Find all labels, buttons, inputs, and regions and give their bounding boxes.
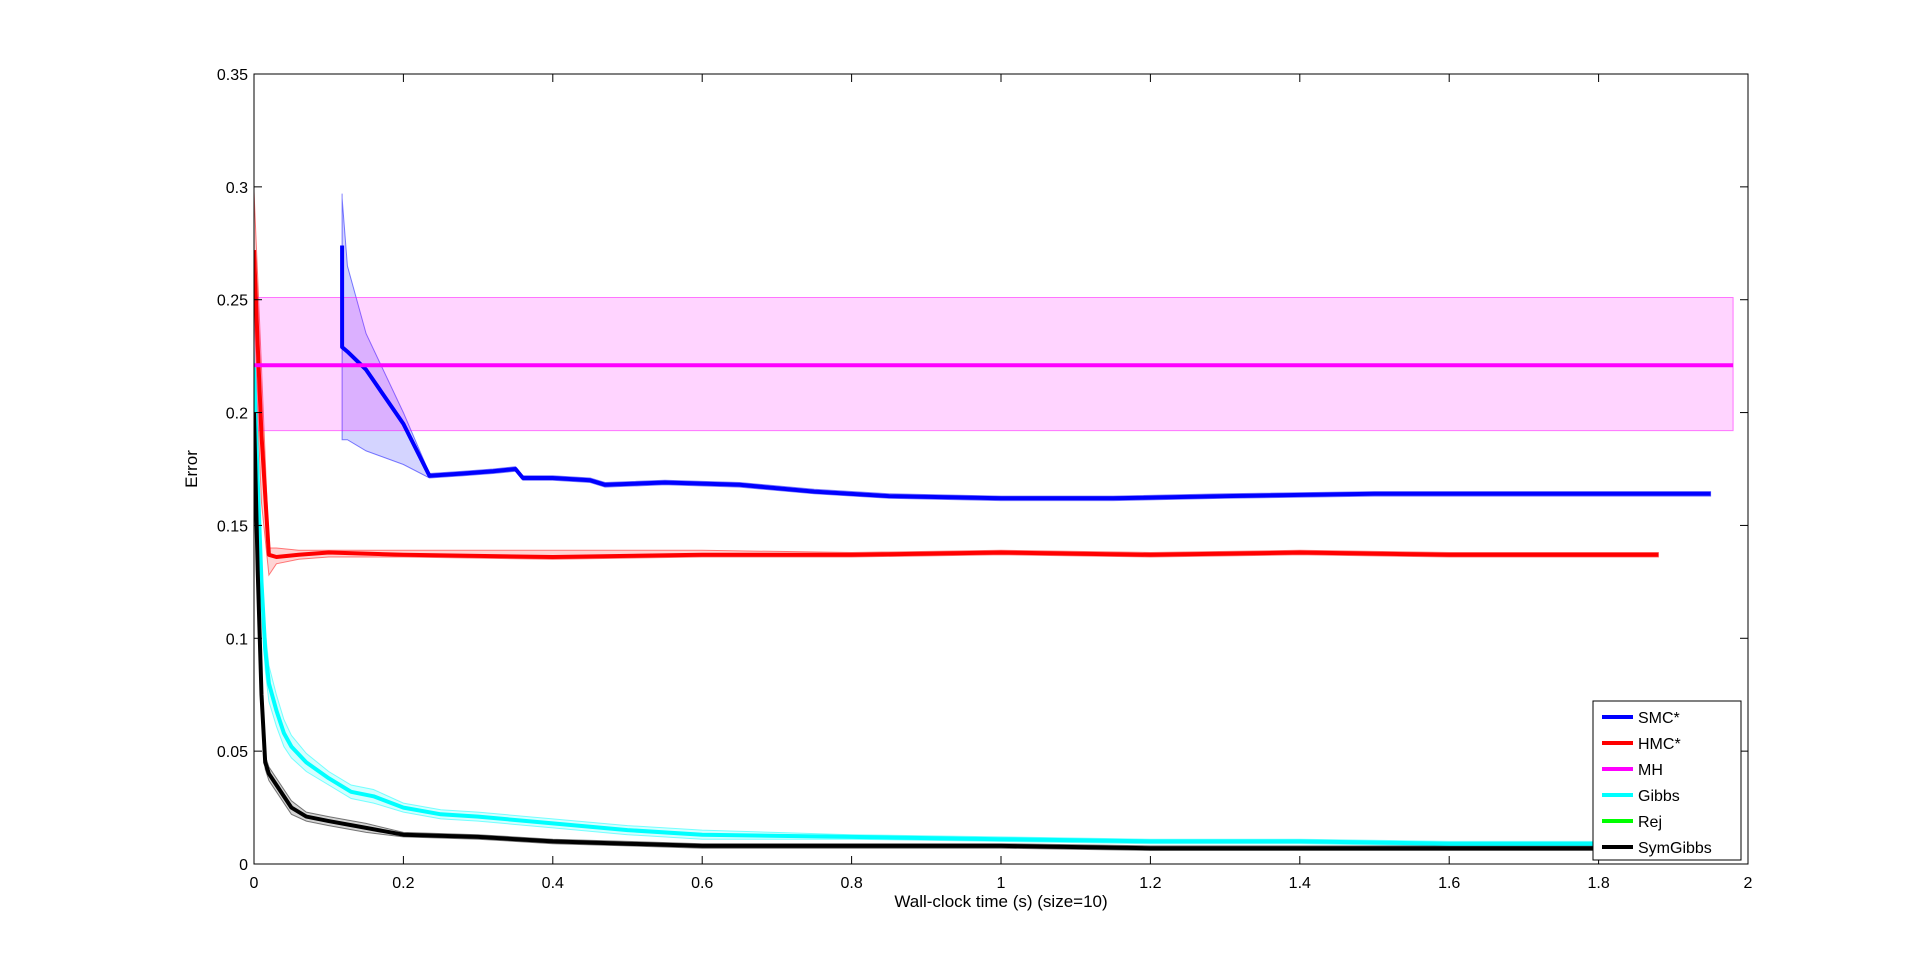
legend-label-symgibbs: SymGibbs (1638, 840, 1712, 857)
x-tick-label: 1.2 (1139, 875, 1161, 892)
legend-label-rej: Rej (1638, 814, 1662, 831)
y-tick-label: 0.3 (226, 180, 248, 197)
x-tick-label: 1 (997, 875, 1006, 892)
legend: SMC* HMC* MH Gibbs Rej SymGibbs (1592, 700, 1742, 861)
y-tick-label: 0.15 (217, 518, 248, 535)
smc-series-line (340, 245, 1711, 501)
x-tick-label: 0.4 (542, 875, 564, 892)
gibbs-series-line (254, 367, 1599, 846)
x-tick-label: 0.8 (840, 875, 862, 892)
legend-label-smc: SMC* (1638, 710, 1680, 727)
series-lines (254, 245, 1734, 851)
legend-label-mh: MH (1638, 762, 1663, 779)
axis-ticks: 0 0.2 0.4 0.6 0.8 1 1.2 1.4 1.6 1.8 2 0 0.05 0.1 0.15 0… (217, 67, 1753, 892)
y-tick-label: 0.25 (217, 293, 248, 310)
legend-label-gibbs: Gibbs (1638, 788, 1680, 805)
y-tick-label: 0.05 (217, 744, 248, 761)
x-tick-label: 1.6 (1438, 875, 1460, 892)
symgibbs-series-line (254, 412, 1599, 851)
y-axis-label: Error (182, 450, 201, 488)
x-tick-label: 0.6 (691, 875, 713, 892)
hmc-series-line (254, 250, 1659, 559)
x-axis-label: Wall-clock time (s) (size=10) (894, 892, 1107, 911)
legend-label-hmc: HMC* (1638, 736, 1681, 753)
hmc-confidence-band (254, 191, 1659, 577)
smc-confidence-band (341, 193, 1712, 502)
x-tick-label: 0.2 (392, 875, 414, 892)
legend-box (1592, 700, 1742, 861)
x-tick-label: 0 (250, 875, 259, 892)
y-tick-label: 0.35 (217, 67, 248, 84)
y-tick-label: 0.2 (226, 406, 248, 423)
x-tick-label: 2 (1744, 875, 1753, 892)
x-tick-label: 1.4 (1289, 875, 1311, 892)
y-tick-label: 0 (239, 857, 248, 874)
y-tick-label: 0.1 (226, 631, 248, 648)
x-tick-label: 1.8 (1587, 875, 1609, 892)
